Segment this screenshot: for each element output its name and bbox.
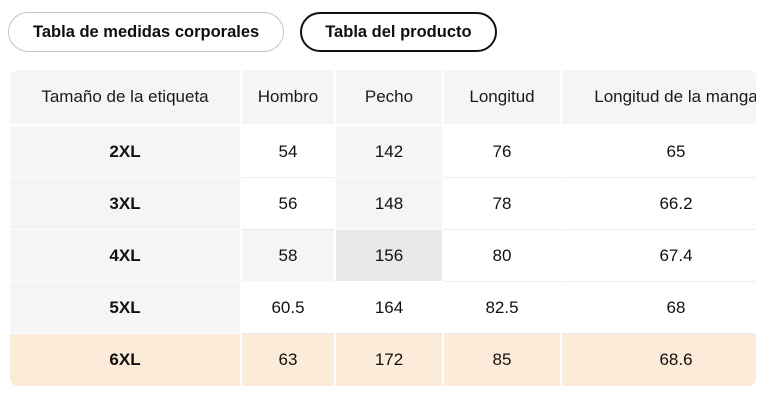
row-6xl-selected: 6XL 63 172 85 68.6 <box>10 334 756 386</box>
measurement-cell[interactable]: 56 <box>240 178 334 230</box>
row-2xl: 2XL 54 142 76 65 <box>10 126 756 178</box>
measurement-cell[interactable]: 68.6 <box>560 334 756 386</box>
size-chart-tabs: Tabla de medidas corporales Tabla del pr… <box>0 0 772 52</box>
measurement-cell[interactable]: 172 <box>334 334 442 386</box>
measurement-cell[interactable]: 85 <box>442 334 560 386</box>
row-5xl: 5XL 60.5 164 82.5 68 <box>10 282 756 334</box>
measurement-cell[interactable]: 63 <box>240 334 334 386</box>
row-4xl: 4XL 58 156 80 67.4 <box>10 230 756 282</box>
measurement-cell[interactable]: 164 <box>334 282 442 334</box>
measurement-cell[interactable]: 66.2 <box>560 178 756 230</box>
measurement-cell[interactable]: 60.5 <box>240 282 334 334</box>
measurement-cell[interactable]: 68 <box>560 282 756 334</box>
measurement-cell[interactable]: 65 <box>560 126 756 178</box>
column-header-shoulder: Hombro <box>240 70 334 126</box>
column-header-sleeve-length: Longitud de la manga <box>560 70 756 126</box>
row-3xl: 3XL 56 148 78 66.2 <box>10 178 756 230</box>
header-row: Tamaño de la etiqueta Hombro Pecho Longi… <box>10 70 756 126</box>
size-label-cell[interactable]: 5XL <box>10 282 240 334</box>
measurement-cell[interactable]: 78 <box>442 178 560 230</box>
column-header-label-size: Tamaño de la etiqueta <box>10 70 240 126</box>
measurement-cell[interactable]: 142 <box>334 126 442 178</box>
column-header-length: Longitud <box>442 70 560 126</box>
size-label-cell[interactable]: 4XL <box>10 230 240 282</box>
measurement-cell[interactable]: 76 <box>442 126 560 178</box>
column-header-chest: Pecho <box>334 70 442 126</box>
tab-product[interactable]: Tabla del producto <box>300 12 497 52</box>
measurement-cell[interactable]: 54 <box>240 126 334 178</box>
measurement-cell[interactable]: 80 <box>442 230 560 282</box>
product-size-table: Tamaño de la etiqueta Hombro Pecho Longi… <box>10 70 756 386</box>
size-table-container: Tamaño de la etiqueta Hombro Pecho Longi… <box>10 70 756 386</box>
tab-body-measurements[interactable]: Tabla de medidas corporales <box>8 12 285 52</box>
measurement-cell[interactable]: 148 <box>334 178 442 230</box>
size-label-cell[interactable]: 6XL <box>10 334 240 386</box>
measurement-cell[interactable]: 82.5 <box>442 282 560 334</box>
measurement-cell[interactable]: 67.4 <box>560 230 756 282</box>
size-label-cell[interactable]: 3XL <box>10 178 240 230</box>
size-label-cell[interactable]: 2XL <box>10 126 240 178</box>
measurement-cell[interactable]: 58 <box>240 230 334 282</box>
measurement-cell-hovered[interactable]: 156 <box>334 230 442 282</box>
